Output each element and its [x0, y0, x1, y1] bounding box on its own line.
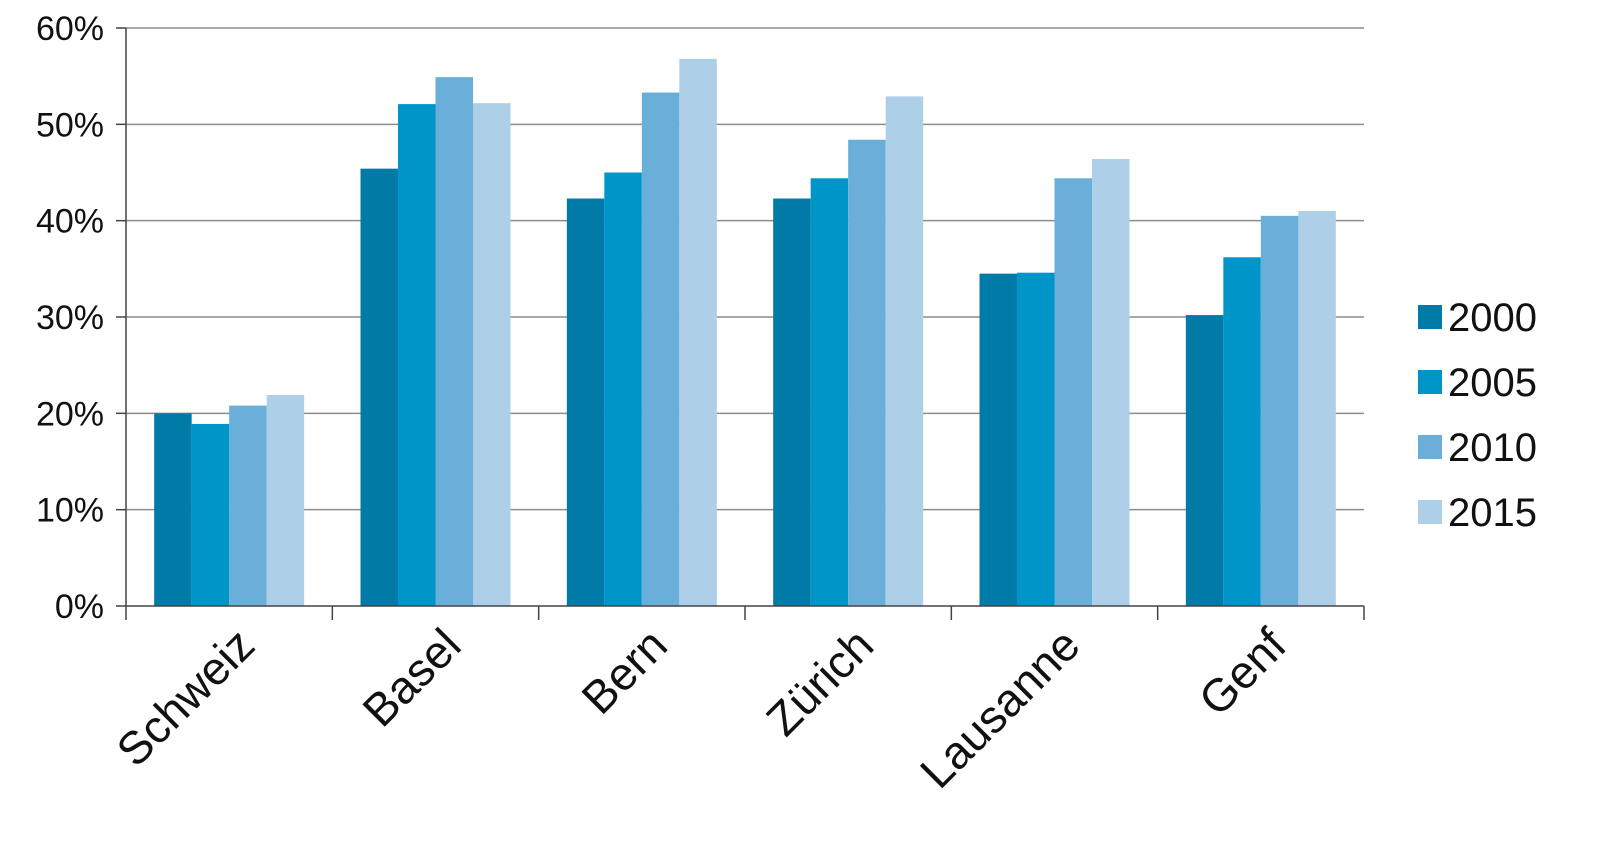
y-tick-label: 10% — [36, 492, 104, 530]
bars — [154, 58, 1336, 607]
x-axis: Schweiz Basel Bern Zürich Lausanne Genf — [106, 605, 1365, 798]
y-tick-label: 20% — [36, 395, 104, 433]
category-label: Genf — [1189, 618, 1296, 725]
bar-bern-2005 — [604, 172, 642, 606]
bar-zürich-2010 — [848, 139, 886, 606]
bar-genf-2015 — [1298, 211, 1336, 607]
bar-genf-2005 — [1223, 257, 1261, 606]
bar-schweiz-2010 — [229, 405, 267, 606]
bar-schweiz-2000 — [154, 413, 192, 606]
bar-lausanne-2000 — [979, 273, 1017, 606]
legend-swatch-2015 — [1418, 500, 1442, 524]
category-label: Zürich — [756, 618, 883, 745]
legend-label: 2005 — [1448, 361, 1537, 405]
bar-basel-2000 — [360, 168, 398, 606]
legend-swatch-2005 — [1418, 370, 1442, 394]
y-tick-label: 60% — [36, 10, 104, 48]
bar-basel-2015 — [473, 103, 511, 606]
bar-bern-2000 — [566, 198, 605, 606]
y-axis: 0% 10% 20% 30% 40% 50% 60% — [36, 10, 127, 626]
legend-label: 2015 — [1448, 491, 1537, 535]
y-tick-label: 50% — [36, 106, 104, 144]
legend-swatch-2010 — [1418, 435, 1442, 459]
legend-swatch-2000 — [1418, 305, 1442, 329]
bar-schweiz-2005 — [191, 423, 230, 606]
bar-genf-2010 — [1260, 215, 1299, 606]
category-label: Lausanne — [910, 618, 1090, 798]
legend: 2000 2005 2010 2015 — [1418, 296, 1537, 535]
bar-lausanne-2015 — [1092, 159, 1130, 606]
legend-label: 2000 — [1448, 296, 1537, 340]
bar-zürich-2000 — [773, 198, 811, 606]
bar-basel-2005 — [398, 104, 436, 606]
y-tick-label: 40% — [36, 203, 104, 241]
category-label: Schweiz — [106, 618, 264, 776]
bar-schweiz-2015 — [266, 395, 305, 606]
y-tick-label: 0% — [55, 588, 104, 626]
legend-label: 2010 — [1448, 426, 1537, 470]
bar-lausanne-2010 — [1054, 178, 1092, 606]
category-label: Basel — [352, 618, 470, 736]
bar-zürich-2005 — [810, 178, 849, 606]
y-tick-label: 30% — [36, 299, 104, 337]
bar-genf-2000 — [1185, 315, 1224, 606]
bar-zürich-2015 — [885, 96, 924, 606]
bar-bern-2010 — [641, 92, 680, 606]
bar-basel-2010 — [435, 77, 473, 606]
bar-lausanne-2005 — [1017, 272, 1055, 606]
category-label: Bern — [571, 618, 676, 723]
gridlines — [126, 27, 1364, 511]
bar-bern-2015 — [679, 58, 717, 607]
